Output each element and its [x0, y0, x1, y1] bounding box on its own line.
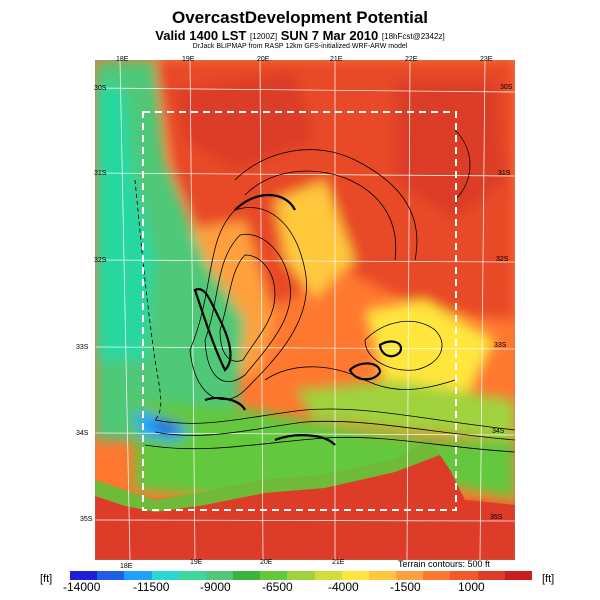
scale-tick-label: -14000 — [63, 580, 101, 594]
lon-label-top: 21E — [330, 56, 343, 63]
run-time: [1200Z] — [249, 32, 278, 42]
south-ocean-mask — [95, 440, 515, 560]
lat-lon-grid — [95, 60, 515, 560]
scale-swatch — [368, 571, 397, 580]
inner-domain-box — [142, 111, 457, 511]
pale-green-zone — [295, 380, 515, 440]
lon-label-bottom: 18E — [120, 563, 133, 570]
cold-core — [155, 420, 180, 432]
forecast-map — [95, 60, 515, 560]
lon-label-top: 23E — [480, 56, 493, 63]
lat-label-left: 30S — [94, 85, 107, 92]
lat-label-right: 30S — [500, 84, 513, 91]
scale-swatch — [341, 571, 370, 580]
lat-label-right: 33S — [494, 342, 507, 349]
scale-tick-label: -11500 — [133, 580, 170, 594]
scale-swatch — [260, 571, 288, 580]
scale-swatch — [477, 571, 506, 580]
overcast-contours — [193, 194, 403, 446]
scale-swatch — [205, 571, 234, 580]
forecast-hour: [18hFcst@2342z] — [381, 32, 445, 42]
scale-tick-label: -1500 — [390, 580, 421, 594]
lat-label-left: 33S — [76, 344, 89, 351]
unit-label-left: [ft] — [40, 573, 53, 585]
lon-label-top: 18E — [116, 56, 129, 63]
lon-label-top: 22E — [405, 56, 418, 63]
scale-swatch — [423, 571, 451, 580]
south-coast-band — [95, 440, 440, 512]
scale-swatch — [124, 571, 153, 580]
scale-swatch — [233, 571, 261, 580]
lat-label-right: 32S — [496, 256, 509, 263]
scale-swatch — [97, 571, 125, 580]
scale-swatch — [178, 571, 207, 580]
scale-tick-label: 1000 — [458, 580, 485, 594]
map-subtitle: Valid 1400 LST [1200Z] SUN 7 Mar 2010 [1… — [0, 28, 600, 43]
lat-label-left: 32S — [94, 257, 107, 264]
lon-label-bottom: 21E — [332, 559, 345, 566]
scale-swatch — [396, 571, 424, 580]
lat-label-left: 34S — [76, 430, 89, 437]
lat-label-right: 35S — [490, 514, 503, 521]
max-zone-2 — [175, 70, 315, 170]
teal-zone — [95, 80, 155, 360]
lat-label-left: 35S — [80, 516, 93, 523]
scale-tick-label: -9000 — [200, 580, 231, 594]
scale-swatch — [287, 571, 316, 580]
scale-swatch — [314, 571, 343, 580]
lon-label-top: 19E — [182, 56, 195, 63]
scale-tick-label: -4000 — [328, 580, 359, 594]
lat-label-left: 31S — [94, 170, 107, 177]
unit-label-right: [ft] — [542, 573, 555, 585]
lat-label-right: 34S — [492, 428, 505, 435]
scale-swatch — [151, 571, 180, 580]
model-credit: DrJack BLIPMAP from RASP 12km GFS-initia… — [192, 43, 408, 50]
lon-label-bottom: 19E — [190, 559, 203, 566]
mid-zone-2 — [365, 300, 495, 400]
scale-swatch — [450, 571, 479, 580]
color-scale-bar — [70, 571, 533, 580]
scale-tick-label: -6500 — [262, 580, 293, 594]
max-zone — [395, 80, 505, 220]
map-title: OvercastDevelopment Potential — [171, 8, 429, 27]
lon-label-bottom: 20E — [260, 559, 273, 566]
scale-swatch — [70, 571, 98, 580]
forecast-date: SUN 7 Mar 2010 — [280, 28, 379, 43]
lon-label-top: 20E — [257, 56, 270, 63]
lat-label-right: 31S — [498, 170, 511, 177]
terrain-contour-note: Terrain contours: 500 ft — [398, 559, 491, 569]
scale-swatch — [504, 571, 533, 580]
valid-time: Valid 1400 LST — [155, 28, 247, 43]
